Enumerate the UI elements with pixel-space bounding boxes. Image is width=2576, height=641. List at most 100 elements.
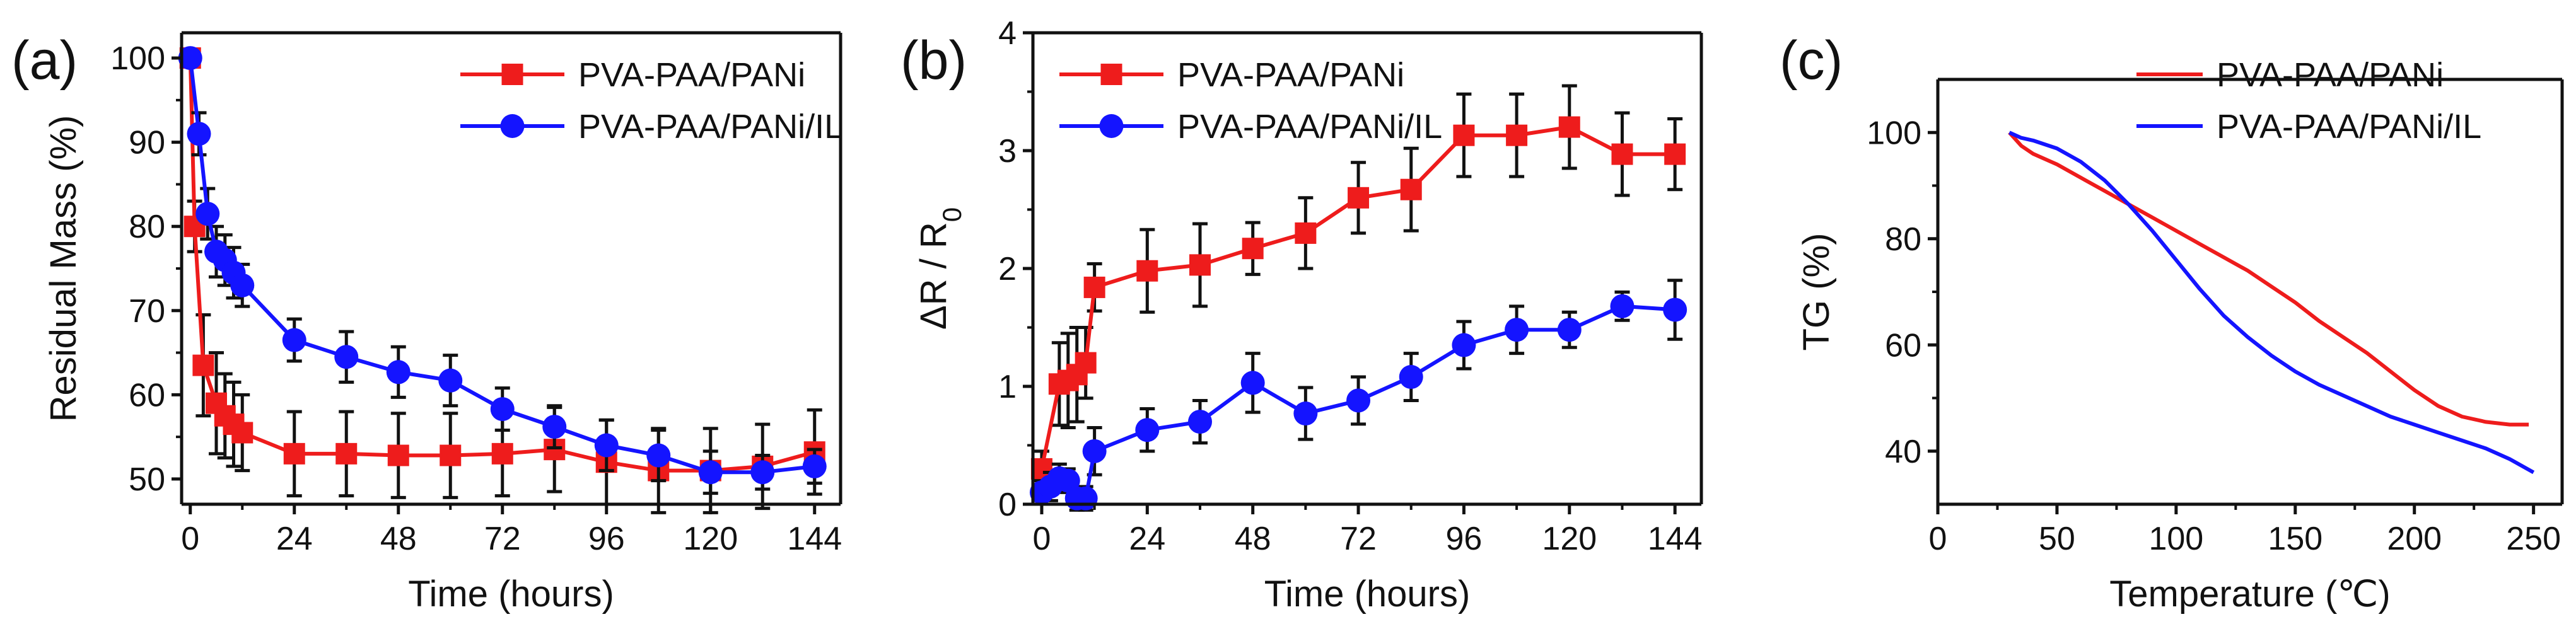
x-tick-label: 0 (1929, 521, 1947, 557)
data-point (1295, 222, 1317, 244)
data-point (1136, 260, 1158, 282)
panel-b: (b) 0 24 48 72 96 120 144 0 1 2 3 4 Time (hours) ΔR / … (900, 15, 1703, 615)
x-tick-label: 24 (1129, 521, 1165, 557)
data-point (1056, 468, 1080, 493)
y-tick-label: 60 (129, 377, 165, 413)
panel-letter: (c) (1780, 30, 1843, 91)
data-point (1400, 178, 1422, 200)
x-tick-label: 0 (181, 521, 199, 557)
x-tick-label: 150 (2268, 521, 2322, 557)
data-point (1240, 371, 1265, 395)
data-point (1664, 143, 1686, 165)
legend: PVA-PAA/PANi PVA-PAA/PANi/IL (460, 56, 843, 146)
y-tick-label: 70 (129, 293, 165, 330)
data-point (1346, 388, 1371, 413)
x-tick-label: 48 (380, 521, 417, 557)
x-tick-label: 200 (2387, 521, 2442, 557)
y-tick-label: 50 (129, 461, 165, 498)
panel-a: (a) 0 24 48 72 96 120 144 50 60 70 80 90 100 Time (hou… (11, 30, 843, 615)
data-point (1188, 410, 1212, 434)
panel-letter: (b) (900, 30, 967, 91)
legend: PVA-PAA/PANi PVA-PAA/PANi/IL (2136, 56, 2481, 146)
data-point (1663, 297, 1687, 322)
series-line (2008, 130, 2535, 475)
y-tick-label: 0 (998, 487, 1017, 523)
data-point (231, 422, 254, 444)
y-axis-title-main: ΔR / R (913, 222, 954, 330)
x-tick-label: 120 (1542, 521, 1597, 557)
panel-c: (c) 0 50 100 150 200 250 40 60 80 100 Temperature (… (1780, 30, 2564, 615)
series-line (2008, 131, 2529, 427)
data-point (1083, 276, 1105, 298)
data-point (178, 46, 202, 71)
data-point (386, 360, 411, 384)
x-tick-label: 100 (2148, 521, 2203, 557)
data-point (1075, 352, 1097, 374)
data-point (387, 444, 409, 466)
y-axis-title: ΔR / R0 (913, 207, 967, 330)
data-point (1505, 318, 1529, 342)
data-point (440, 444, 462, 466)
x-tick-label: 144 (1648, 521, 1703, 557)
x-axis-title: Time (hours) (408, 574, 614, 615)
y-axis-title-sub: 0 (937, 207, 967, 222)
x-tick-label: 50 (2039, 521, 2075, 557)
legend-marker (501, 64, 523, 85)
x-tick-label: 120 (683, 521, 738, 557)
x-tick-label: 144 (787, 521, 842, 557)
data-point (1558, 116, 1580, 138)
legend-label: PVA-PAA/PANi (2217, 56, 2444, 94)
series-1 (178, 46, 827, 495)
legend: PVA-PAA/PANi PVA-PAA/PANi/IL (1059, 56, 1442, 146)
legend-label: PVA-PAA/PANi (578, 56, 805, 94)
data-point (282, 328, 306, 352)
data-point (802, 454, 827, 478)
y-tick-label: 4 (998, 15, 1017, 52)
y-axis-title: Residual Mass (%) (43, 115, 84, 422)
data-point (1293, 401, 1318, 426)
data-point (1453, 124, 1475, 146)
y-tick-label: 100 (1867, 115, 1921, 151)
data-point (335, 442, 358, 465)
y-tick-label: 40 (1885, 434, 1921, 470)
data-point (1399, 365, 1423, 390)
series-0 (179, 47, 825, 514)
data-point (750, 460, 775, 485)
data-point (1135, 418, 1160, 442)
y-tick-label: 80 (1885, 221, 1921, 258)
x-tick-label: 48 (1235, 521, 1271, 557)
y-tick-label: 60 (1885, 327, 1921, 364)
x-tick-label: 0 (1032, 521, 1051, 557)
data-point (1506, 124, 1528, 146)
x-tick-label: 250 (2506, 521, 2561, 557)
legend-label: PVA-PAA/PANi/IL (1177, 108, 1442, 146)
data-point (1610, 294, 1635, 318)
y-tick-label: 3 (998, 133, 1017, 170)
legend-marker (1100, 64, 1122, 85)
data-point (646, 443, 671, 468)
x-axis-title: Temperature (℃) (2109, 574, 2390, 615)
series-1 (2008, 130, 2535, 475)
data-point (334, 345, 359, 369)
data-point (187, 122, 211, 146)
y-tick-label: 2 (998, 251, 1017, 287)
series-1 (1029, 279, 1687, 512)
data-point (1611, 143, 1633, 165)
y-tick-label: 90 (129, 125, 165, 161)
legend-label: PVA-PAA/PANi/IL (2217, 108, 2481, 146)
x-tick-label: 24 (276, 521, 313, 557)
y-axis-title: TG (%) (1796, 233, 1837, 351)
data-point (1242, 238, 1264, 260)
data-point (1348, 187, 1370, 209)
data-point (698, 460, 723, 485)
data-point (1452, 333, 1476, 357)
data-point (594, 433, 619, 458)
x-tick-label: 72 (484, 521, 521, 557)
data-point (438, 368, 463, 393)
x-tick-label: 72 (1340, 521, 1377, 557)
panel-letter: (a) (11, 30, 78, 91)
legend-marker (500, 114, 525, 138)
series-0 (2008, 131, 2529, 427)
legend-label: PVA-PAA/PANi (1177, 56, 1404, 94)
